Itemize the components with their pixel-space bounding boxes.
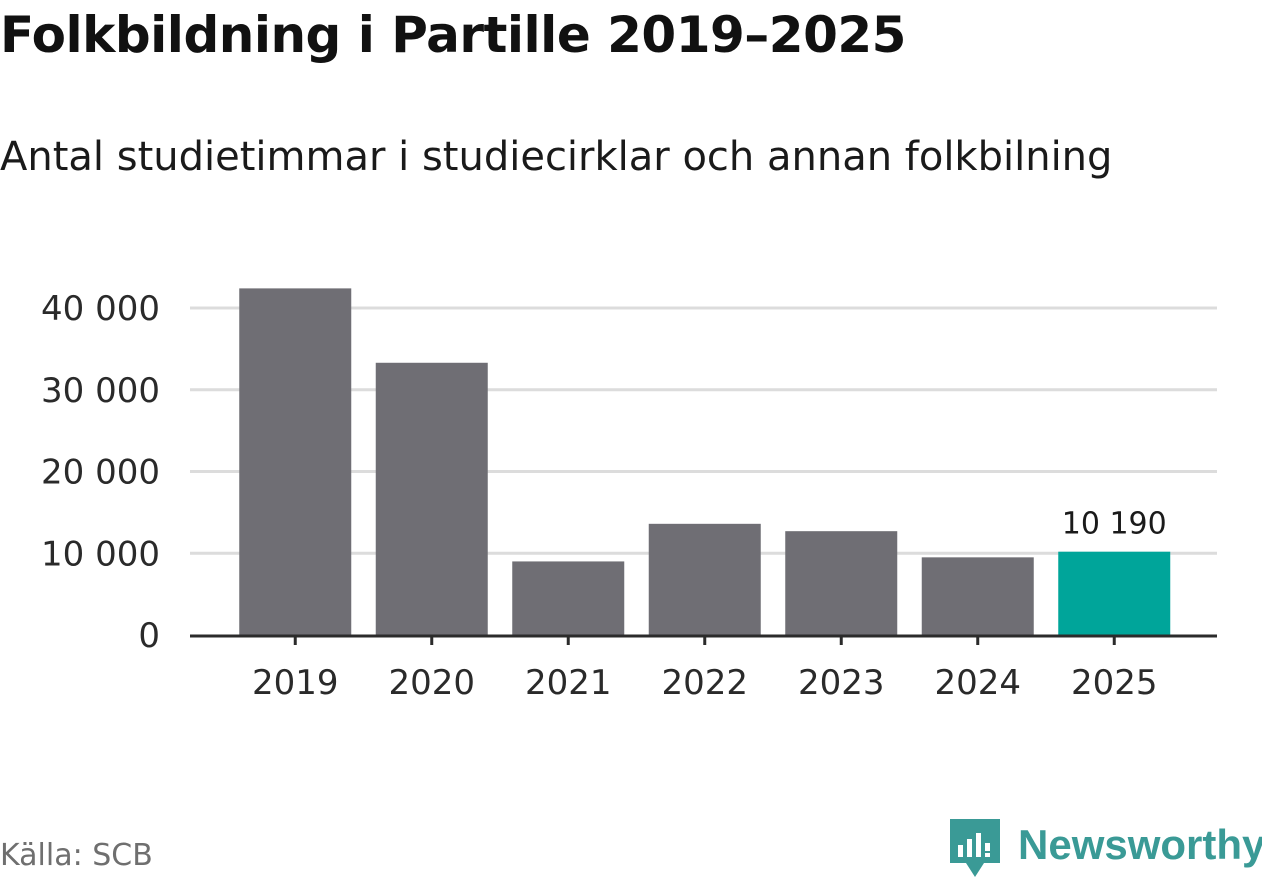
y-tick-label: 10 000 [41,534,160,574]
brand: Newsworthy [950,818,1262,880]
chart-subtitle: Antal studietimmar i studiecirklar och a… [0,134,1113,180]
x-tick-label: 2022 [661,663,748,703]
bar-2022 [648,523,761,635]
x-tick-label: 2024 [934,663,1021,703]
bar-2024 [921,557,1034,635]
x-tick-label: 2021 [525,663,612,703]
y-tick-label: 20 000 [41,453,160,493]
x-tick-label: 2019 [252,663,339,703]
x-tick-label: 2023 [798,663,885,703]
x-tick-label: 2025 [1071,663,1158,703]
bar-2019 [239,288,352,635]
y-tick-label: 40 000 [41,289,160,329]
data-label: 10 190 [1062,507,1167,542]
chart-title: Folkbildning i Partille 2019–2025 [0,6,906,64]
y-tick-label: 30 000 [41,371,160,411]
bar-2023 [785,531,898,635]
bar-2020 [375,362,488,635]
brand-name: Newsworthy [1018,821,1262,868]
newsworthy-logo-icon [950,819,1000,877]
bar-2025 [1058,551,1171,635]
source-label: Källa: SCB [0,838,153,873]
y-tick-label: 0 [138,616,160,656]
x-tick-label: 2020 [388,663,475,703]
bar-2021 [512,561,625,635]
